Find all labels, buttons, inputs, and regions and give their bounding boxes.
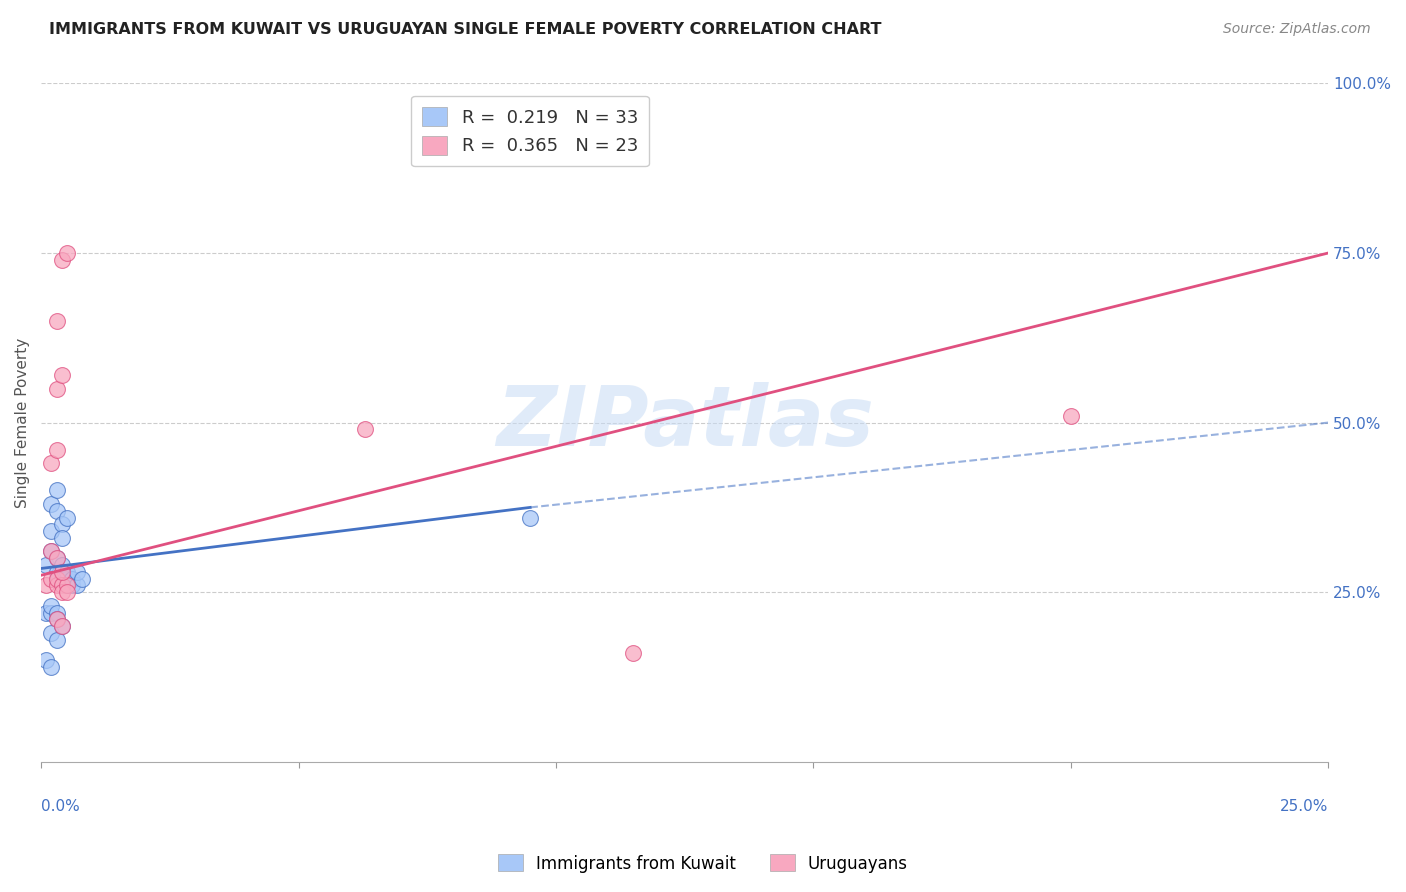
Point bbox=[519, 510, 541, 524]
Point bbox=[45, 551, 67, 566]
Point bbox=[45, 606, 67, 620]
Point bbox=[51, 585, 73, 599]
Point bbox=[51, 578, 73, 592]
Point bbox=[51, 619, 73, 633]
Text: 25.0%: 25.0% bbox=[1279, 799, 1329, 814]
Point bbox=[45, 382, 67, 396]
Point bbox=[51, 558, 73, 572]
Point bbox=[35, 558, 58, 572]
Point bbox=[51, 368, 73, 383]
Point bbox=[56, 246, 79, 260]
Point bbox=[45, 578, 67, 592]
Legend: Immigrants from Kuwait, Uruguayans: Immigrants from Kuwait, Uruguayans bbox=[491, 847, 915, 880]
Point bbox=[41, 599, 63, 613]
Point bbox=[41, 456, 63, 470]
Point bbox=[72, 572, 94, 586]
Point bbox=[51, 619, 73, 633]
Legend: R =  0.219   N = 33, R =  0.365   N = 23: R = 0.219 N = 33, R = 0.365 N = 23 bbox=[412, 95, 650, 166]
Point bbox=[45, 572, 67, 586]
Point bbox=[41, 626, 63, 640]
Point bbox=[45, 483, 67, 498]
Point bbox=[56, 585, 79, 599]
Point bbox=[41, 572, 63, 586]
Point bbox=[41, 544, 63, 558]
Point bbox=[45, 504, 67, 518]
Text: IMMIGRANTS FROM KUWAIT VS URUGUAYAN SINGLE FEMALE POVERTY CORRELATION CHART: IMMIGRANTS FROM KUWAIT VS URUGUAYAN SING… bbox=[49, 22, 882, 37]
Point bbox=[41, 660, 63, 674]
Point bbox=[45, 572, 67, 586]
Point bbox=[56, 565, 79, 579]
Point bbox=[45, 612, 67, 626]
Point bbox=[41, 606, 63, 620]
Point bbox=[51, 517, 73, 532]
Point bbox=[51, 252, 73, 267]
Point bbox=[60, 572, 83, 586]
Y-axis label: Single Female Poverty: Single Female Poverty bbox=[15, 337, 30, 508]
Point bbox=[56, 572, 79, 586]
Point bbox=[354, 422, 377, 436]
Point bbox=[56, 510, 79, 524]
Point bbox=[41, 497, 63, 511]
Point bbox=[41, 544, 63, 558]
Text: Source: ZipAtlas.com: Source: ZipAtlas.com bbox=[1223, 22, 1371, 37]
Point bbox=[35, 653, 58, 667]
Point bbox=[51, 531, 73, 545]
Point bbox=[45, 442, 67, 457]
Point bbox=[1060, 409, 1083, 423]
Point bbox=[45, 612, 67, 626]
Point bbox=[66, 565, 89, 579]
Point bbox=[51, 572, 73, 586]
Point bbox=[41, 524, 63, 538]
Point bbox=[56, 578, 79, 592]
Point bbox=[60, 578, 83, 592]
Point bbox=[66, 578, 89, 592]
Point bbox=[45, 632, 67, 647]
Point bbox=[51, 565, 73, 579]
Text: ZIPatlas: ZIPatlas bbox=[496, 382, 873, 463]
Point bbox=[45, 551, 67, 566]
Point bbox=[45, 565, 67, 579]
Point bbox=[45, 314, 67, 328]
Point bbox=[56, 578, 79, 592]
Point bbox=[35, 606, 58, 620]
Point bbox=[621, 646, 644, 660]
Point bbox=[35, 578, 58, 592]
Text: 0.0%: 0.0% bbox=[41, 799, 80, 814]
